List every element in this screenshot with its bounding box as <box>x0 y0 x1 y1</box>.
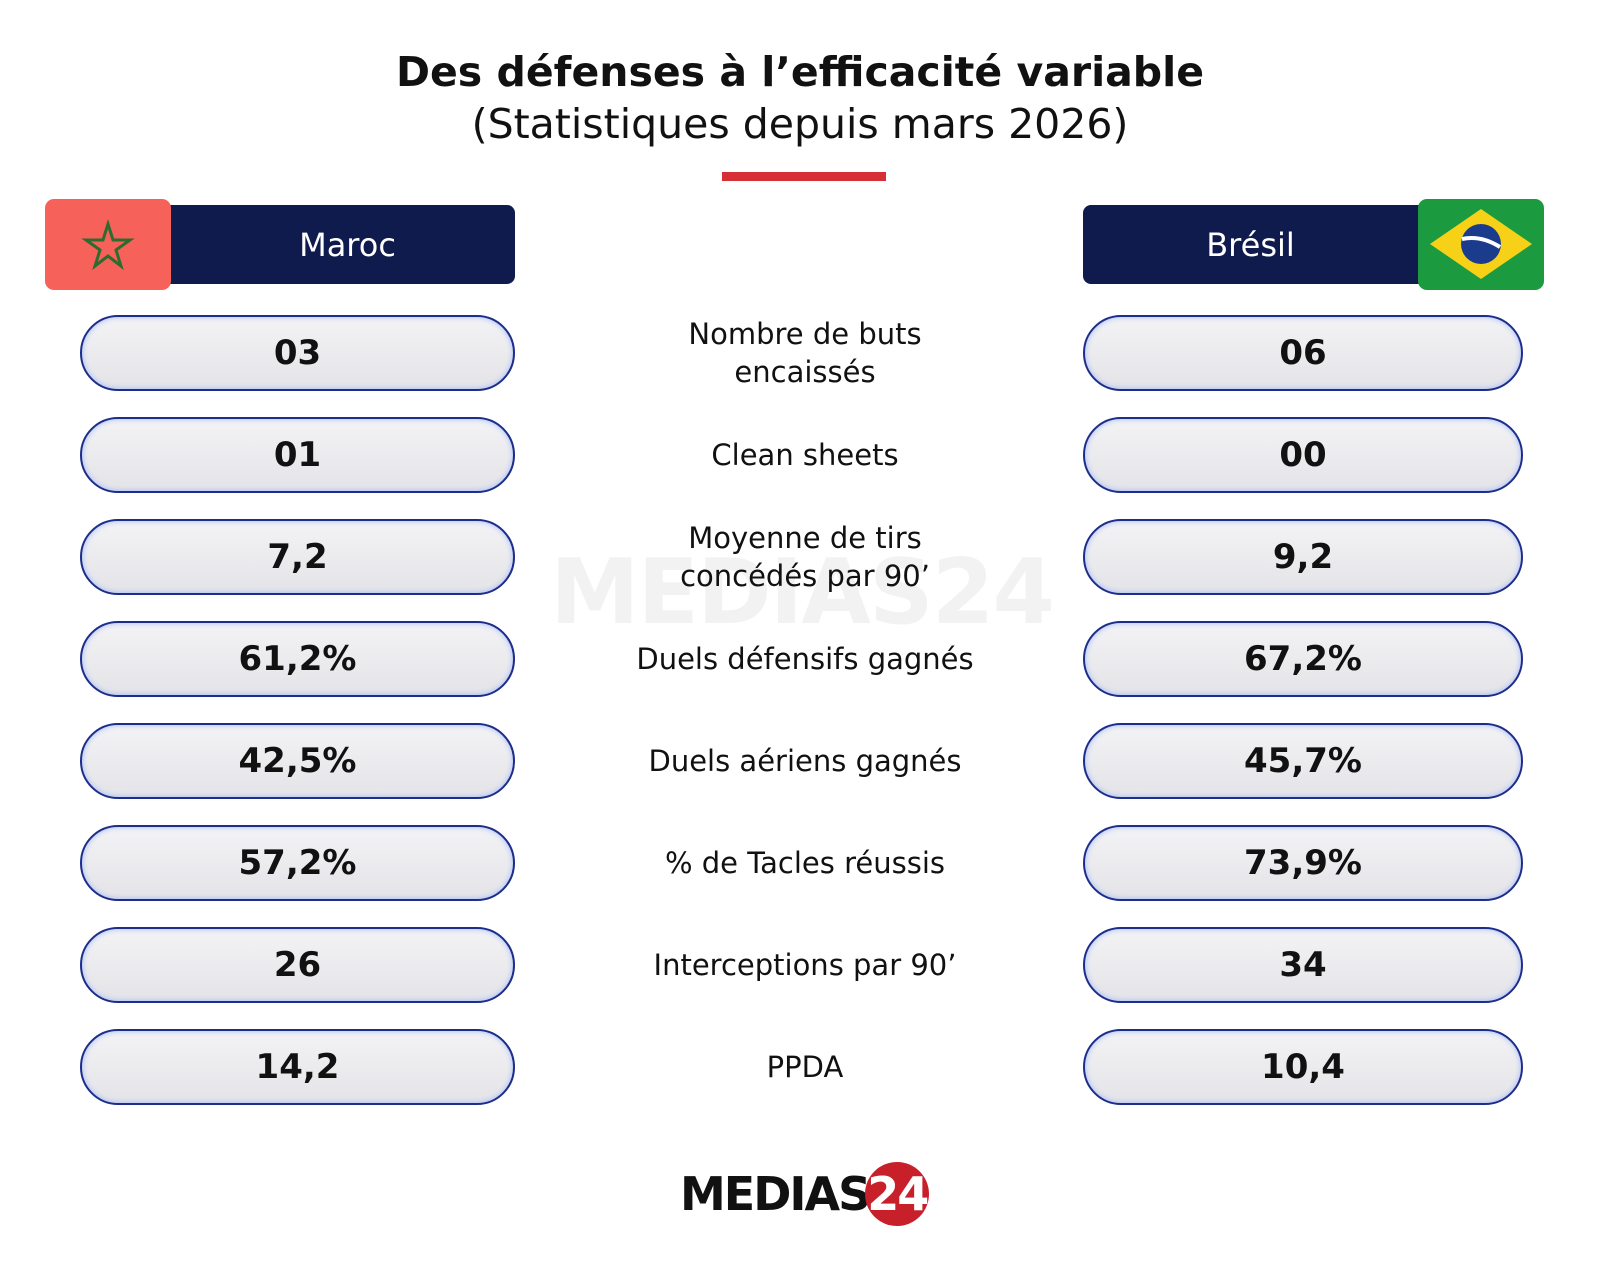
stat-label: Interceptions par 90’ <box>653 948 957 982</box>
stat-value: 61,2% <box>80 621 515 697</box>
team-name: Brésil <box>1206 225 1295 264</box>
stat-value: 45,7% <box>1083 723 1523 799</box>
stat-value: 7,2 <box>80 519 515 595</box>
stat-value: 03 <box>80 315 515 391</box>
stat-value: 26 <box>80 927 515 1003</box>
stat-label: Nombre de buts encaissés <box>688 317 922 389</box>
stat-value: 34 <box>1083 927 1523 1003</box>
stat-value: 01 <box>80 417 515 493</box>
stat-label: Duels défensifs gagnés <box>636 642 974 676</box>
title: Des défenses à l’efficacité variable <box>395 48 1205 96</box>
stat-value: 00 <box>1083 417 1523 493</box>
stat-value: 06 <box>1083 315 1523 391</box>
stat-value: 10,4 <box>1083 1029 1523 1105</box>
stat-value: 73,9% <box>1083 825 1523 901</box>
stat-value: 9,2 <box>1083 519 1523 595</box>
watermark-badge: 24 <box>931 540 1055 645</box>
team-bar: Maroc <box>160 205 515 284</box>
subtitle: (Statistiques depuis mars 2026) <box>471 100 1129 148</box>
stat-value: 67,2% <box>1083 621 1523 697</box>
stat-label: PPDA <box>766 1050 844 1084</box>
logo: MEDIAS 24 <box>680 1162 930 1226</box>
stat-label: Duels aériens gagnés <box>648 744 962 778</box>
watermark: MEDIAS24 <box>550 540 1055 645</box>
flag-morocco <box>45 199 171 290</box>
title-rule <box>722 172 886 181</box>
stat-label: Moyenne de tirs concédés par 90’ <box>680 521 930 593</box>
logo-badge: 24 <box>865 1162 930 1226</box>
team-bar: Brésil <box>1083 205 1438 284</box>
stat-value: 14,2 <box>80 1029 515 1105</box>
stat-label: Clean sheets <box>711 438 899 472</box>
flag-brazil <box>1418 199 1544 290</box>
stat-value: 57,2% <box>80 825 515 901</box>
stat-value: 42,5% <box>80 723 515 799</box>
stat-label: % de Tacles réussis <box>665 846 945 880</box>
logo-text: MEDIAS <box>680 1167 871 1221</box>
team-name: Maroc <box>299 225 396 264</box>
watermark-text: MEDIAS <box>550 540 934 645</box>
